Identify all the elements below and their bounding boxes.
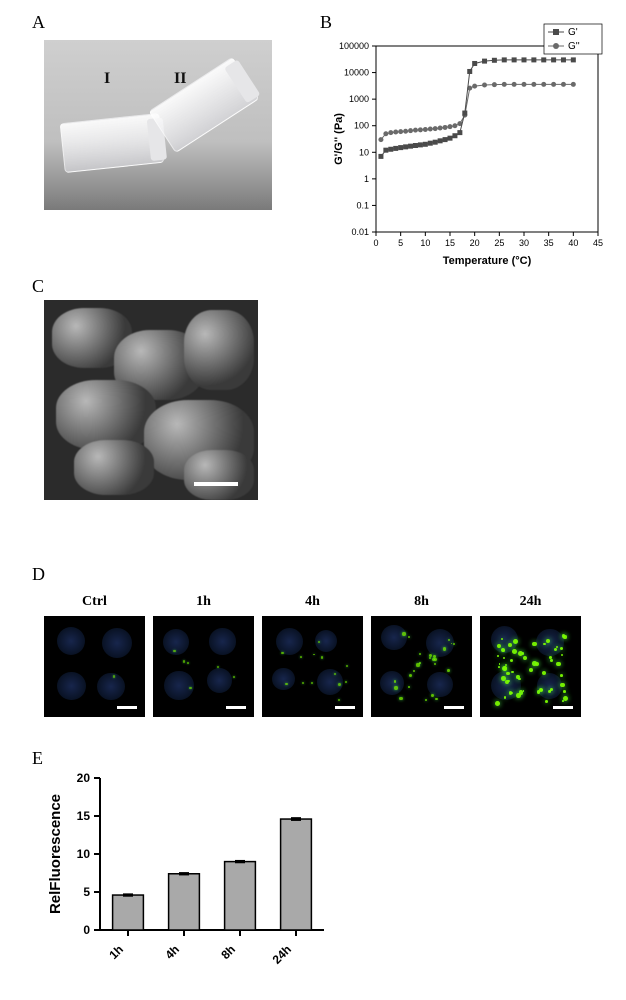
panel-e-label: E [32, 748, 43, 769]
svg-text:25: 25 [494, 238, 504, 248]
svg-text:10: 10 [359, 147, 369, 157]
svg-text:20: 20 [77, 771, 91, 785]
svg-text:45: 45 [593, 238, 603, 248]
svg-text:15: 15 [77, 809, 91, 823]
panel-d-microscopy: Ctrl 1h 4h 8h 24h [44, 594, 589, 717]
svg-text:0.01: 0.01 [351, 227, 369, 237]
svg-text:G'': G'' [568, 41, 580, 52]
panel-d-col-label: 1h [153, 594, 254, 610]
svg-text:10000: 10000 [344, 68, 369, 78]
scale-bar [335, 706, 355, 709]
panel-b-chart: 0 5 10 15 20 25 30 35 40 45 Temperature (°C) 0.01 0.… [328, 22, 606, 268]
scale-bar [117, 706, 137, 709]
svg-text:0: 0 [373, 238, 378, 248]
svg-text:15: 15 [445, 238, 455, 248]
svg-text:10: 10 [420, 238, 430, 248]
vial-1 [60, 113, 165, 173]
panel-d-label: D [32, 564, 45, 585]
svg-text:Temperature (°C): Temperature (°C) [443, 255, 532, 267]
svg-text:1h: 1h [106, 942, 126, 962]
panel-d-cell [44, 616, 145, 717]
svg-text:5: 5 [83, 885, 90, 899]
panel-d-cell [480, 616, 581, 717]
svg-text:0: 0 [83, 923, 90, 937]
scale-bar [226, 706, 246, 709]
svg-text:G'/G'' (Pa): G'/G'' (Pa) [333, 113, 345, 165]
vial-2 [148, 57, 259, 153]
svg-text:40: 40 [568, 238, 578, 248]
panel-d-col-label: 24h [480, 594, 581, 610]
scale-bar [444, 706, 464, 709]
svg-text:10: 10 [77, 847, 91, 861]
scale-bar [194, 482, 238, 486]
panel-d-col-label: Ctrl [44, 594, 145, 610]
panel-d-cell [153, 616, 254, 717]
svg-text:100: 100 [354, 121, 369, 131]
panel-e-chart: 0 5 10 15 20 RelFluorescence 1h 4h 8h 24h [44, 770, 334, 980]
svg-text:5: 5 [398, 238, 403, 248]
svg-text:1: 1 [364, 174, 369, 184]
svg-text:0.1: 0.1 [356, 200, 369, 210]
panel-d-col-label: 4h [262, 594, 363, 610]
svg-text:G': G' [568, 27, 578, 38]
svg-text:RelFluorescence: RelFluorescence [47, 794, 64, 914]
panel-d-col-label: 8h [371, 594, 472, 610]
panel-c-label: C [32, 276, 44, 297]
panel-d-cell [371, 616, 472, 717]
panel-d-cell [262, 616, 363, 717]
svg-text:30: 30 [519, 238, 529, 248]
svg-text:8h: 8h [218, 942, 238, 962]
svg-text:24h: 24h [270, 942, 295, 967]
svg-text:100000: 100000 [339, 41, 369, 51]
panel-a-label: A [32, 12, 45, 33]
panel-c-sem [44, 300, 258, 500]
panel-a-photo: I II [44, 40, 272, 210]
svg-text:4h: 4h [162, 942, 182, 962]
vial-2-label: II [174, 70, 186, 88]
svg-text:35: 35 [544, 238, 554, 248]
svg-text:1000: 1000 [349, 94, 369, 104]
scale-bar [553, 706, 573, 709]
vial-1-label: I [104, 70, 110, 88]
svg-text:20: 20 [470, 238, 480, 248]
